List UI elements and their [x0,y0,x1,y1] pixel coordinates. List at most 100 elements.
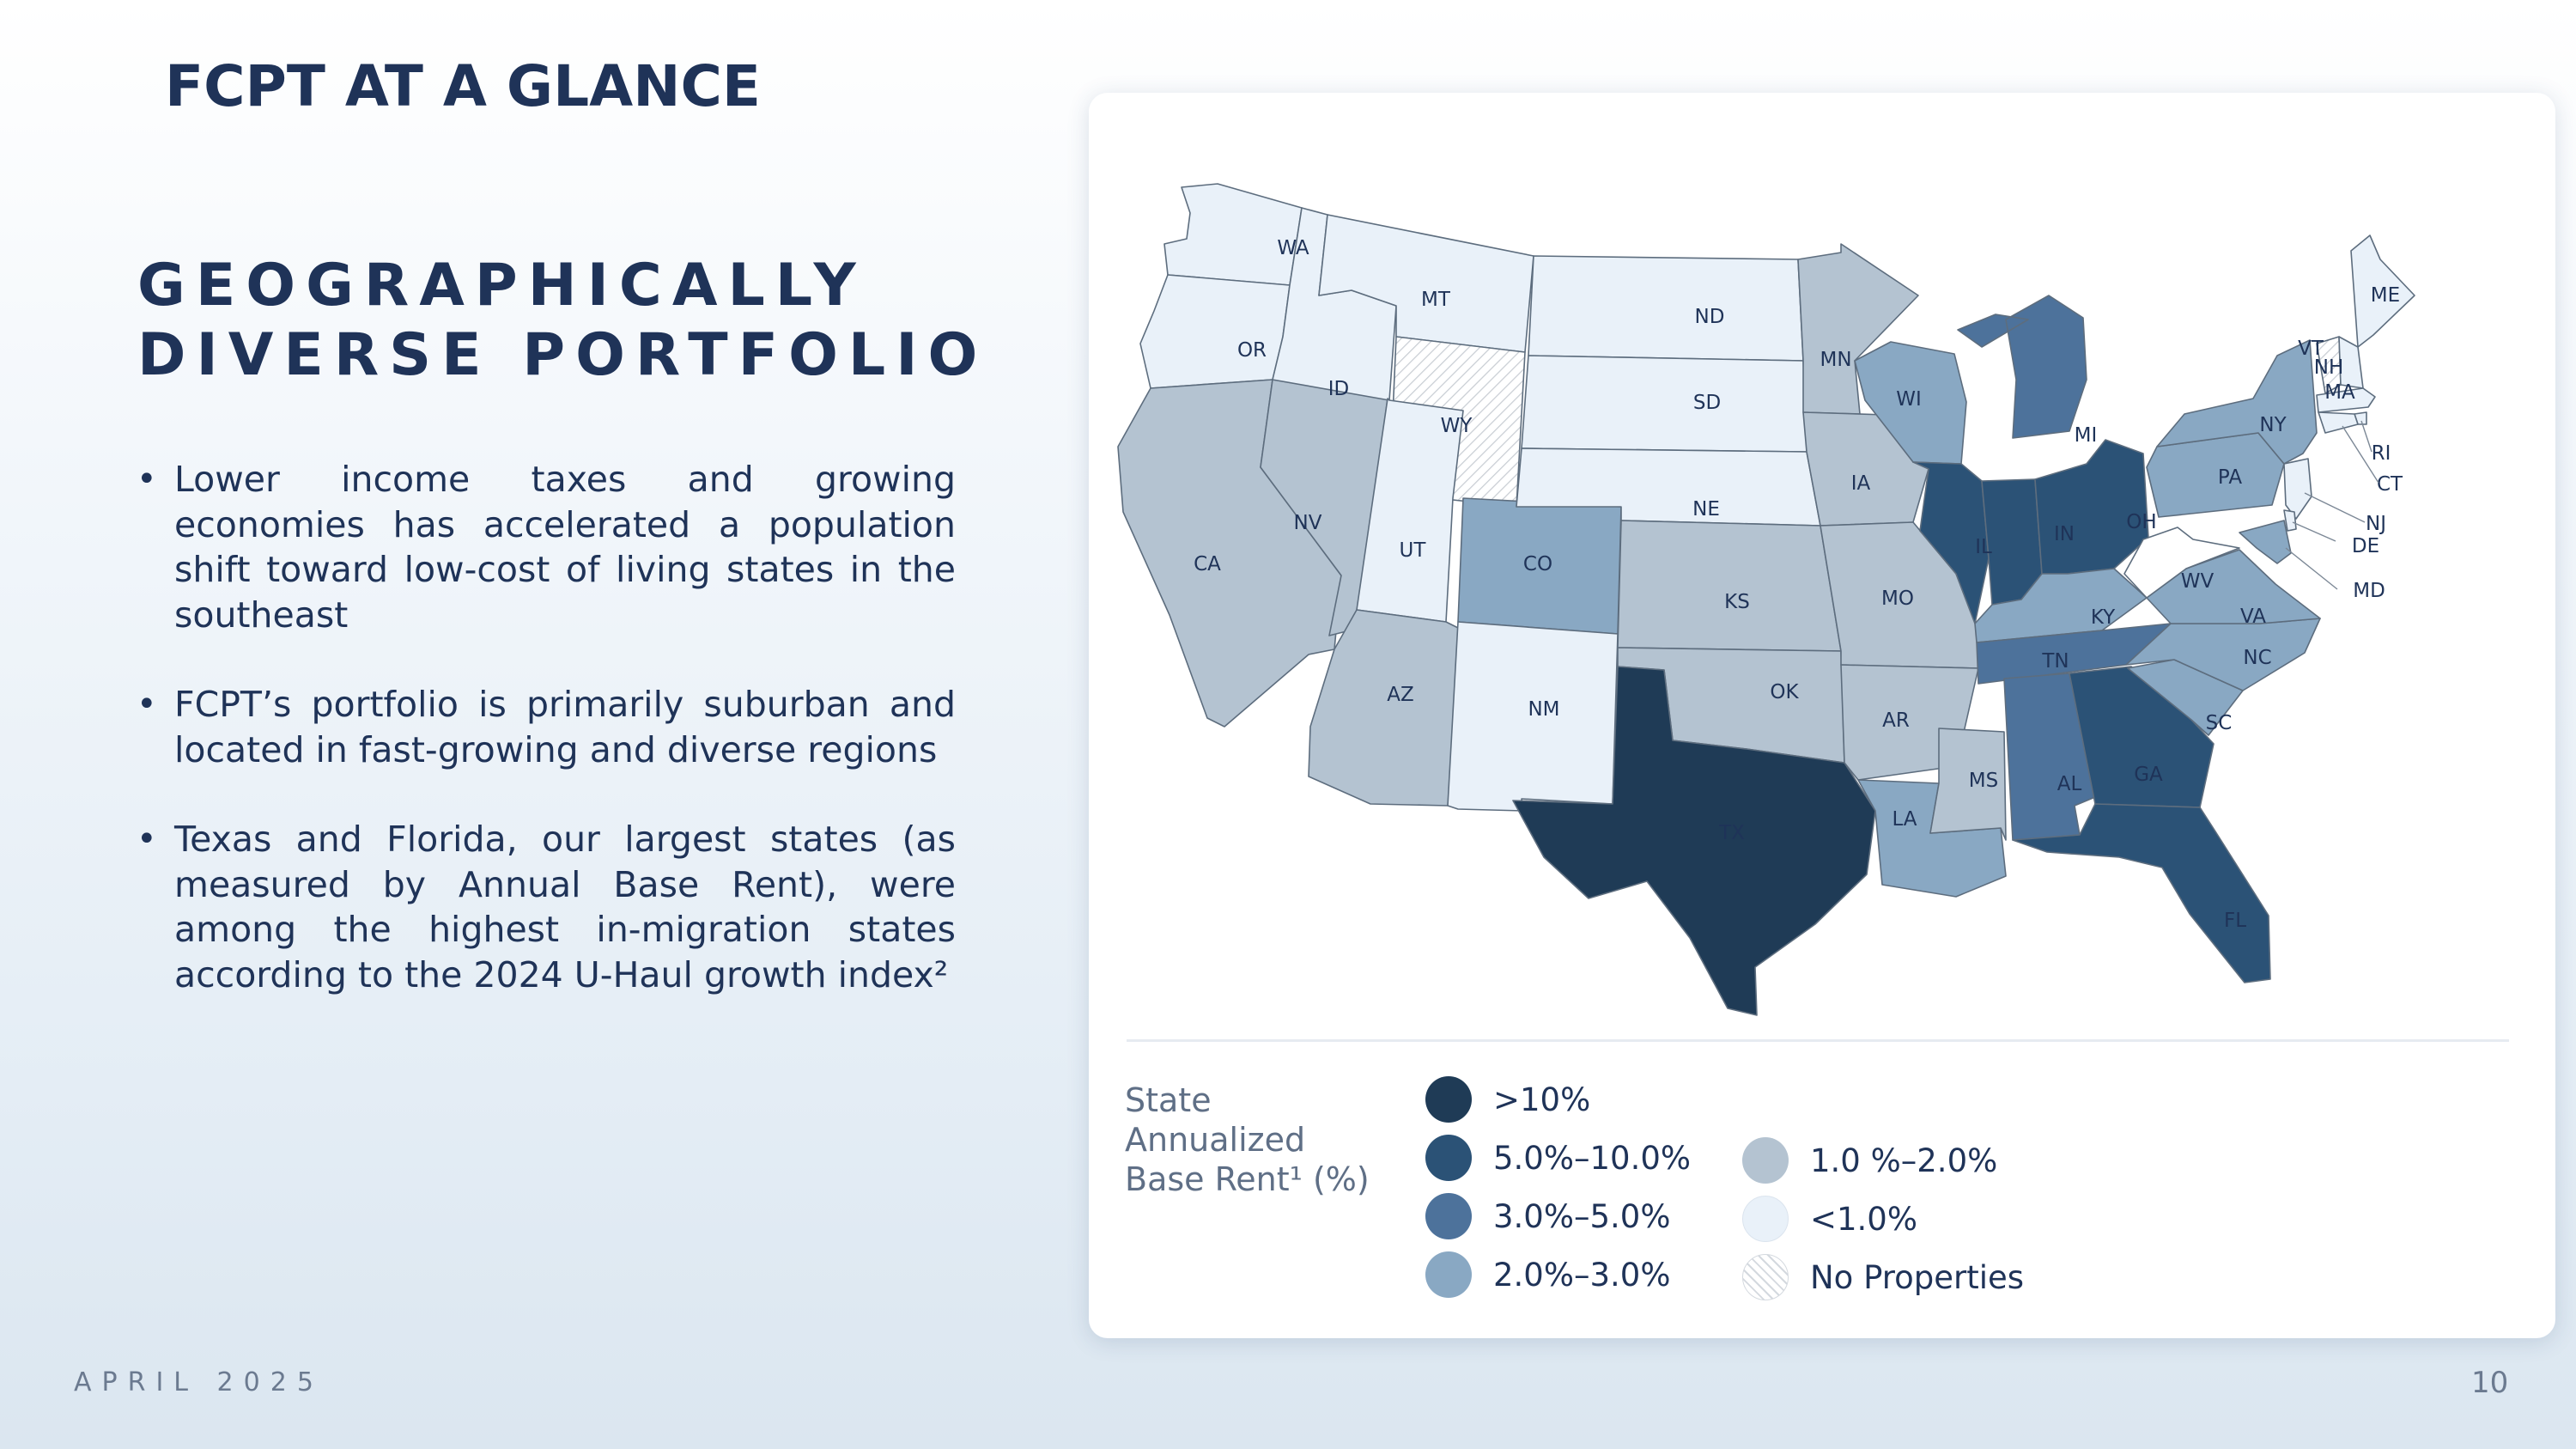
state-label-or: OR [1237,339,1267,362]
bullet-text: Lower income taxes and growing economies… [174,459,956,636]
state-label-nc: NC [2243,647,2271,669]
state-label-wa: WA [1277,237,1309,259]
section-title-line-2: DIVERSE PORTFOLIO [137,321,988,389]
state-label-sc: SC [2206,712,2233,734]
state-label-wi: WI [1896,388,1922,411]
legend-title-line: State [1125,1081,1212,1119]
legend-swatch [1742,1196,1789,1242]
page-header-title: FCPT AT A GLANCE [165,53,761,119]
bullet-item: • Lower income taxes and growing economie… [133,457,956,637]
state-label-al: AL [2057,773,2082,795]
state-md [2239,520,2292,564]
legend-swatch [1425,1135,1472,1181]
leader-line-ct [2342,425,2379,484]
state-ct [2318,411,2359,434]
state-label-ar: AR [1882,709,1910,732]
legend-item-gt10: >10% [1425,1076,1590,1123]
state-label-tx: TX [1718,822,1745,844]
state-label-ny: NY [2259,414,2287,436]
legend-label: 5.0%–10.0% [1493,1139,1692,1177]
state-label-ut: UT [1400,539,1427,562]
state-label-wy: WY [1441,415,1473,437]
state-label-ne: NE [1692,498,1720,521]
state-nd [1528,255,1804,362]
state-de [2283,509,2297,532]
state-sd [1521,355,1807,453]
legend-label: 1.0 %–2.0% [1810,1142,1998,1179]
leader-line-md [2285,547,2338,590]
legend-item-no-properties: No Properties [1742,1254,2024,1300]
state-label-nm: NM [1528,698,1559,721]
state-oh [2034,439,2149,575]
state-label-ia: IA [1851,472,1871,495]
state-label-tn: TN [2041,650,2069,673]
state-nj [2283,458,2312,520]
legend-divider [1127,1039,2509,1042]
state-label-pa: PA [2218,466,2242,489]
state-ms [1929,728,2007,841]
state-wi [1854,341,1967,465]
state-label-ks: KS [1724,591,1750,613]
state-label-id: ID [1328,378,1350,400]
state-label-az: AZ [1387,684,1414,706]
legend-label: >10% [1493,1081,1591,1118]
bullet-item: • Texas and Florida, our largest states (… [133,817,956,997]
leader-line-ri [2360,420,2372,453]
bullet-dot-icon: • [137,460,157,499]
state-label-mt: MT [1421,289,1451,311]
state-wv [2123,527,2240,599]
bullet-text: FCPT’s portfolio is primarily suburban a… [174,684,956,770]
state-label-ga: GA [2134,764,2163,786]
bullet-dot-icon: • [137,685,157,724]
state-label-va: VA [2240,606,2266,628]
state-label-mo: MO [1881,588,1914,610]
state-label-nj: NJ [2366,513,2386,535]
state-label-md: MD [2353,580,2385,602]
legend-swatch [1425,1193,1472,1239]
legend-item-5-10: 5.0%–10.0% [1425,1135,1691,1181]
us-state-map: WA OR CA NV ID MT WY UT AZ CO NM ND SD NE KS OK TX MN IA MO… [1117,183,2415,1016]
page-number: 10 [2471,1366,2509,1400]
legend-title-line: Annualized [1125,1121,1306,1159]
state-label-nd: ND [1695,306,1725,328]
section-title-line-1: GEOGRAPHICALLY [137,252,866,320]
state-label-wv: WV [2181,570,2215,593]
state-mi [1957,295,2087,439]
state-tx [1512,666,1876,1016]
legend-item-lt1: <1.0% [1742,1196,1917,1242]
bullet-text: Texas and Florida, our largest states (a… [174,819,956,995]
leader-line-de [2292,521,2336,542]
legend-swatch-hatched [1742,1254,1789,1300]
state-label-la: LA [1892,808,1917,831]
state-label-ct: CT [2377,473,2403,496]
leader-line-nj [2304,492,2366,523]
state-label-co: CO [1523,553,1552,575]
state-label-nh: NH [2314,356,2344,379]
state-label-mn: MN [1820,349,1851,371]
section-title: GEOGRAPHICALLY DIVERSE PORTFOLIO [137,251,987,390]
state-label-ca: CA [1194,553,1221,575]
state-wa [1163,183,1303,286]
state-label-mi: MI [2075,424,2098,447]
state-label-il: IL [1975,536,1992,558]
legend-item-3-5: 3.0%–5.0% [1425,1193,1671,1239]
state-label-fl: FL [2224,910,2246,932]
legend-title: State Annualized Base Rent¹ (%) [1125,1081,1370,1199]
state-label-de: DE [2352,535,2379,557]
legend-swatch [1425,1076,1472,1123]
legend-label: 3.0%–5.0% [1493,1197,1671,1235]
state-label-ma: MA [2324,381,2355,404]
legend-swatch [1425,1251,1472,1298]
legend-label: <1.0% [1810,1200,1918,1238]
state-label-ms: MS [1969,770,1998,792]
state-az [1308,609,1464,807]
state-or [1139,274,1291,389]
state-ma [2316,387,2376,413]
state-label-ri: RI [2372,442,2391,465]
state-label-ok: OK [1770,681,1799,703]
state-ks [1617,520,1842,652]
state-label-me: ME [2371,284,2400,307]
legend-item-2-3: 2.0%–3.0% [1425,1251,1671,1298]
bullet-list: • Lower income taxes and growing economie… [133,457,956,1042]
bullet-item: • FCPT’s portfolio is primarily suburban … [133,682,956,772]
